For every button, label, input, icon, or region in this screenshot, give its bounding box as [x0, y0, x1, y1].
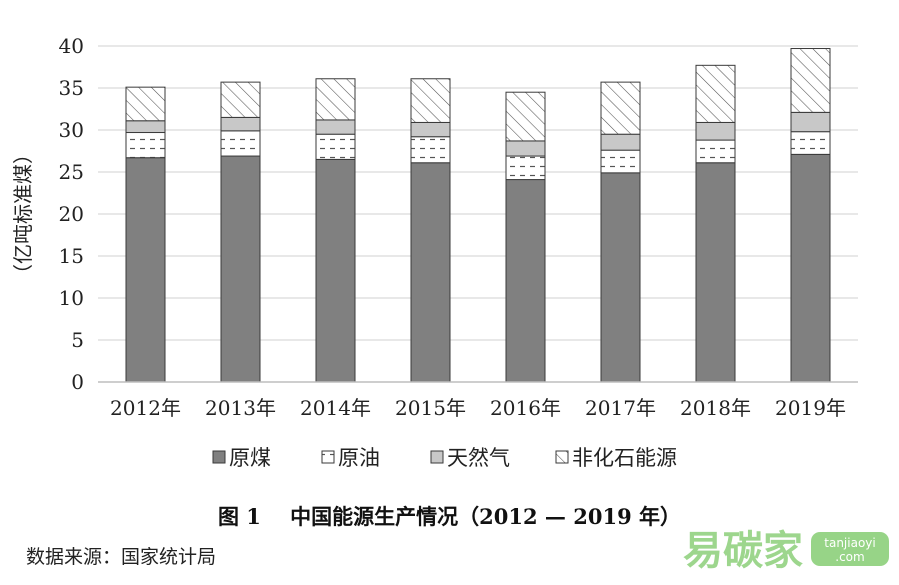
- y-tick-label: 20: [59, 202, 84, 226]
- y-tick-label: 25: [59, 160, 84, 184]
- figure-caption: 图 1 中国能源生产情况（2012 — 2019 年）: [0, 501, 899, 531]
- bar-segment: [410, 136, 451, 164]
- bar-segment: [600, 81, 641, 135]
- watermark-badge-line1: tanjiaoyi: [824, 536, 875, 550]
- x-tick-label: 2016年: [490, 396, 561, 420]
- bars: [125, 48, 831, 383]
- legend-label: 天然气: [447, 446, 510, 470]
- bar-segment: [790, 48, 831, 113]
- x-tick-label: 2018年: [680, 396, 751, 420]
- legend-swatch: [212, 450, 226, 464]
- legend-swatch: [555, 450, 569, 464]
- x-tick-label: 2019年: [775, 396, 846, 420]
- y-tick-label: 35: [59, 76, 84, 100]
- bar-segment: [410, 78, 451, 123]
- bar-segment: [125, 157, 166, 383]
- y-tick-label: 40: [59, 34, 84, 58]
- bar-segment: [505, 91, 546, 142]
- bar-segment: [220, 155, 261, 383]
- x-axis-ticks: 2012年 2013年 2014年 2015年 2016年 2017年 2018年 2019年: [110, 396, 846, 420]
- legend-swatch: [321, 450, 335, 464]
- bar-segment: [315, 119, 356, 135]
- watermark-badge: [811, 532, 889, 566]
- bar-segment: [695, 139, 736, 164]
- bar-segment: [315, 78, 356, 121]
- bar-segment: [505, 179, 546, 383]
- bar-segment: [410, 162, 451, 383]
- y-tick-label: 5: [71, 328, 84, 352]
- bar-segment: [410, 121, 451, 138]
- bar-segment: [125, 132, 166, 159]
- x-tick-label: 2015年: [395, 396, 466, 420]
- stacked-bar-chart: 0 5 10 15 20 25 30 35 40 （亿吨标准煤） 2012年 2013年 2014年…: [11, 34, 858, 470]
- bar-segment: [695, 64, 736, 123]
- y-axis-label: （亿吨标准煤）: [11, 144, 35, 284]
- x-tick-label: 2014年: [300, 396, 371, 420]
- bar-segment: [600, 172, 641, 383]
- bar-segment: [505, 140, 546, 157]
- y-tick-label: 0: [71, 370, 84, 394]
- y-axis-ticks: 0 5 10 15 20 25 30 35 40: [59, 34, 84, 394]
- figure-label: 图 1: [217, 504, 261, 529]
- bar-segment: [220, 116, 261, 132]
- bar-segment: [600, 149, 641, 174]
- bar-segment: [600, 133, 641, 151]
- y-tick-label: 10: [59, 286, 84, 310]
- bar-segment: [790, 111, 831, 133]
- bar-segment: [790, 153, 831, 383]
- bar-segment: [315, 158, 356, 383]
- source-note: 数据来源：国家统计局: [26, 546, 217, 568]
- legend-label: 原煤: [229, 446, 271, 470]
- legend-label: 原油: [338, 446, 380, 470]
- bar-segment: [695, 162, 736, 383]
- bar-segment: [220, 81, 261, 118]
- watermark-logo: 易碳家 tanjiaoyi .com: [683, 528, 889, 574]
- x-tick-label: 2013年: [205, 396, 276, 420]
- x-tick-label: 2012年: [110, 396, 181, 420]
- bar-segment: [220, 130, 261, 157]
- legend-label: 非化石能源: [572, 446, 677, 470]
- bar-segment: [125, 86, 166, 122]
- bar-segment: [505, 155, 546, 181]
- y-tick-label: 15: [59, 244, 84, 268]
- bar-segment: [315, 133, 356, 160]
- bar-segment: [790, 131, 831, 155]
- legend: 原煤 原油 天然气 非化石能源: [212, 446, 677, 470]
- legend-swatch: [430, 450, 444, 464]
- watermark-text: 易碳家: [683, 528, 803, 574]
- bar-segment: [695, 121, 736, 141]
- bar-segment: [125, 120, 166, 134]
- figure-title: 中国能源生产情况（2012 — 2019 年）: [290, 504, 681, 529]
- y-tick-label: 30: [59, 118, 84, 142]
- watermark-badge-line2: .com: [835, 550, 864, 564]
- x-tick-label: 2017年: [585, 396, 656, 420]
- gridlines: [98, 45, 858, 341]
